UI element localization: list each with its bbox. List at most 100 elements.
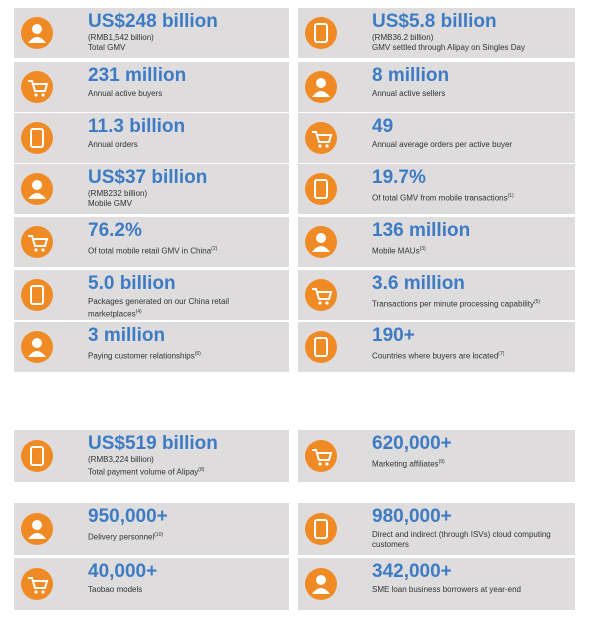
stat-value: 620,000+	[372, 433, 452, 454]
stat-label-row: Countries where buyers are located(7)	[372, 349, 569, 362]
icon	[305, 122, 337, 154]
stat-value: 190+	[372, 325, 415, 346]
stat-text: 980,000+ Direct and indirect (through ISV…	[372, 506, 569, 550]
stat-sub: (RMB3,224 billion)	[88, 455, 154, 464]
icon	[21, 568, 53, 600]
stat-sub: (RMB1,542 billion)	[88, 33, 154, 42]
stat-text: 3.6 million Transactions per minute proce…	[372, 273, 569, 310]
icon	[305, 173, 337, 205]
stat-label: Annual orders	[88, 140, 138, 149]
stat-value: 76.2%	[88, 220, 142, 241]
stat-label: Delivery personnel	[88, 532, 155, 542]
icon	[21, 513, 53, 545]
footnote: (9)	[438, 459, 445, 465]
icon	[305, 279, 337, 311]
stat-card: 8 million Annual active sellers	[298, 62, 575, 112]
stat-label: Taobao models	[88, 585, 143, 594]
stat-text: US$248 billion (RMB1,542 billion) Total GM…	[88, 11, 283, 53]
stat-sub: (RMB36.2 billion)	[372, 33, 434, 42]
stat-label-row: Paying customer relationships(6)	[88, 349, 283, 362]
footnote: (1)	[507, 193, 514, 199]
icon	[305, 226, 337, 258]
stat-text: 342,000+ SME loan business borrowers at y…	[372, 561, 569, 595]
icon	[21, 173, 53, 205]
stat-card: 950,000+ Delivery personnel(10)	[14, 503, 289, 555]
stat-label: Marketing affiliates	[372, 459, 439, 469]
stat-label: Mobile MAUs	[372, 246, 420, 256]
stat-label: Packages generated on our China retail m…	[88, 297, 229, 319]
icon	[21, 122, 53, 154]
stat-label-row: Of total mobile retail GMV in China(2)	[88, 244, 283, 257]
stat-text: 5.0 billion Packages generated on our Chi…	[88, 273, 283, 320]
icon	[305, 17, 337, 49]
footnote: (10)	[154, 532, 164, 538]
stat-label-row: Packages generated on our China retail m…	[88, 297, 283, 320]
stat-label-row: GMV settled through Alipay on Singles Da…	[372, 43, 569, 53]
stat-value: 231 million	[88, 65, 187, 86]
stat-label-row: Annual active buyers	[88, 89, 283, 99]
stat-text: 8 million Annual active sellers	[372, 65, 569, 99]
stat-value: 950,000+	[88, 506, 168, 527]
stat-text: 620,000+ Marketing affiliates(9)	[372, 433, 569, 470]
stat-card: 342,000+ SME loan business borrowers at y…	[298, 558, 575, 610]
stat-value: 8 million	[372, 65, 450, 86]
icon	[305, 331, 337, 363]
stat-text: 19.7% Of total GMV from mobile transactio…	[372, 167, 569, 204]
icon	[305, 513, 337, 545]
stat-label-row: Annual orders	[88, 140, 283, 150]
icon	[305, 440, 337, 472]
stat-label-row: SME loan business borrowers at year-end	[372, 585, 569, 595]
footnote: (4)	[135, 309, 142, 315]
stat-value: 19.7%	[372, 167, 426, 188]
icon	[21, 331, 53, 363]
stat-card: 980,000+ Direct and indirect (through ISV…	[298, 503, 575, 555]
stat-text: 3 million Paying customer relationships(6…	[88, 325, 283, 362]
stat-value: 3.6 million	[372, 273, 465, 294]
footnote: (2)	[211, 246, 218, 252]
stat-text: US$5.8 billion (RMB36.2 billion) GMV settl…	[372, 11, 569, 53]
stat-label-row: Annual average orders per active buyer	[372, 140, 569, 150]
footnote: (5)	[534, 299, 541, 305]
stat-card: 5.0 billion Packages generated on our Chi…	[14, 270, 289, 320]
stat-value: US$5.8 billion	[372, 11, 497, 32]
stat-card: 3.6 million Transactions per minute proce…	[298, 270, 575, 320]
stat-card: US$37 billion (RMB232 billion) Mobile GMV	[14, 164, 289, 214]
stat-card: 231 million Annual active buyers	[14, 62, 289, 112]
stat-label: Transactions per minute processing capab…	[372, 299, 535, 309]
stat-label-row: Direct and indirect (through ISVs) cloud…	[372, 530, 569, 550]
stat-label-row: Transactions per minute processing capab…	[372, 297, 569, 310]
stat-label: GMV settled through Alipay on Singles Da…	[372, 43, 525, 52]
stat-value: US$519 billion	[88, 433, 218, 454]
stat-value: 5.0 billion	[88, 273, 176, 294]
stat-label: Mobile GMV	[88, 199, 133, 208]
stat-value: US$37 billion	[88, 167, 208, 188]
footnote: (7)	[498, 351, 505, 357]
stat-value: 49	[372, 116, 394, 137]
stat-text: 950,000+ Delivery personnel(10)	[88, 506, 283, 543]
stat-value: 980,000+	[372, 506, 452, 527]
icon	[21, 17, 53, 49]
stat-card: 190+ Countries where buyers are located(7…	[298, 322, 575, 372]
stat-label-row: Annual active sellers	[372, 89, 569, 99]
stat-value: US$248 billion	[88, 11, 218, 32]
stat-text: US$37 billion (RMB232 billion) Mobile GMV	[88, 167, 283, 209]
stat-label: Total GMV	[88, 43, 126, 52]
stat-card: 76.2% Of total mobile retail GMV in China…	[14, 217, 289, 267]
stat-label-row: Of total GMV from mobile transactions(1)	[372, 191, 569, 204]
stat-label: Annual average orders per active buyer	[372, 140, 513, 149]
stat-text: 76.2% Of total mobile retail GMV in China…	[88, 220, 283, 257]
stat-label-row: Total payment volume of Alipay(8)	[88, 465, 283, 478]
stat-label: Of total GMV from mobile transactions	[372, 193, 508, 203]
stat-text: 190+ Countries where buyers are located(7…	[372, 325, 569, 362]
footnote: (8)	[198, 467, 205, 473]
stat-label-row: Taobao models	[88, 585, 283, 595]
icon	[21, 279, 53, 311]
stat-card: 620,000+ Marketing affiliates(9)	[298, 430, 575, 482]
stat-value: 3 million	[88, 325, 166, 346]
stat-card: 11.3 billion Annual orders	[14, 113, 289, 163]
stat-card: 3 million Paying customer relationships(6…	[14, 322, 289, 372]
stat-value: 11.3 billion	[88, 116, 186, 137]
stat-label: SME loan business borrowers at year-end	[372, 585, 521, 594]
stat-label-row: Total GMV	[88, 43, 283, 53]
icon	[305, 71, 337, 103]
